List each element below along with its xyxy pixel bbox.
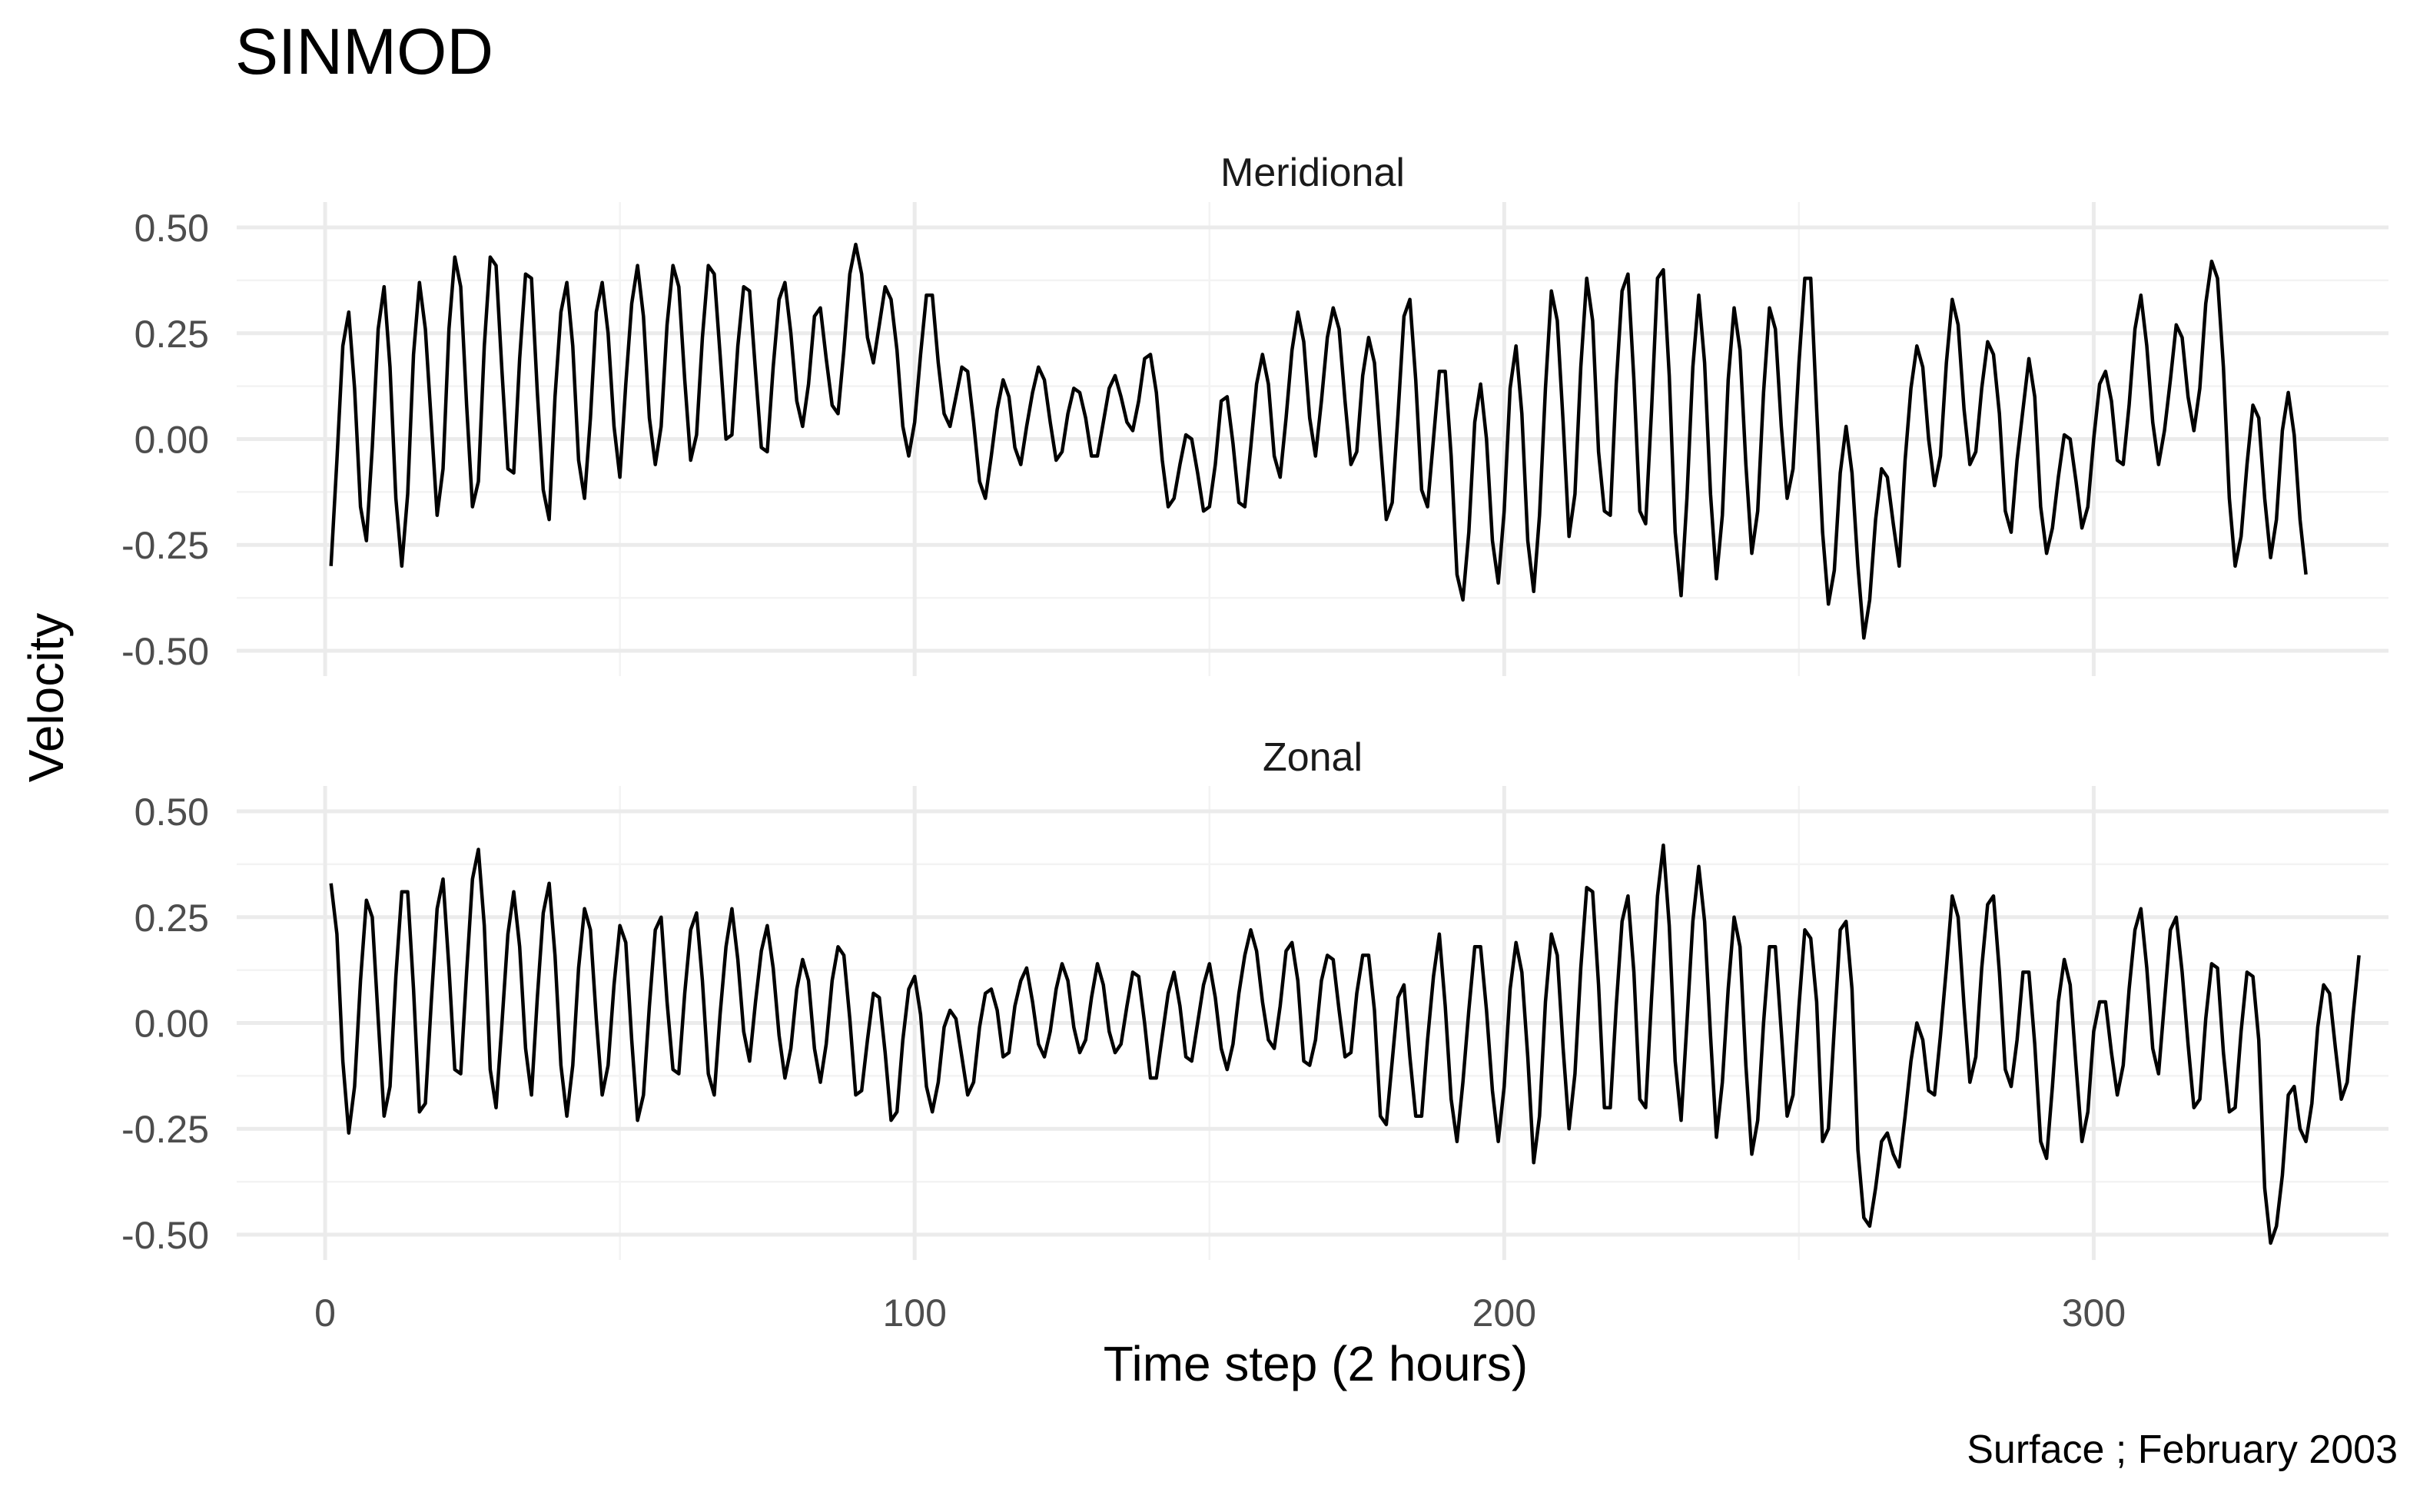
facet-strip-label: Zonal bbox=[1263, 735, 1363, 780]
y-tick-label: 0.00 bbox=[134, 419, 209, 462]
y-tick-label: 0.50 bbox=[134, 791, 209, 834]
y-tick-label: 0.50 bbox=[134, 207, 209, 250]
y-tick-label: -0.50 bbox=[121, 630, 209, 673]
x-tick-label: 100 bbox=[882, 1292, 946, 1335]
y-tick-label: -0.25 bbox=[121, 524, 209, 567]
y-tick-label: 0.25 bbox=[134, 313, 209, 356]
facet-panel-meridional: -0.50 -0.25 0.00 0.25 0.50 Meridional bbox=[121, 151, 2388, 676]
x-tick-label: 300 bbox=[2062, 1292, 2126, 1335]
x-axis-ticks: 0 100 200 300 bbox=[314, 1292, 2126, 1335]
x-tick-label: 200 bbox=[1472, 1292, 1536, 1335]
y-axis-label: Velocity bbox=[18, 613, 74, 783]
y-tick-label: -0.50 bbox=[121, 1214, 209, 1257]
y-tick-label: 0.25 bbox=[134, 897, 209, 940]
chart-caption: Surface ; February 2003 bbox=[1967, 1427, 2398, 1472]
chart-title: SINMOD bbox=[235, 15, 493, 88]
y-tick-label: 0.00 bbox=[134, 1003, 209, 1046]
series-line-zonal bbox=[329, 843, 2361, 1245]
series-line-meridional bbox=[329, 242, 2308, 640]
facet-strip-label: Meridional bbox=[1220, 151, 1405, 195]
facet-panel-zonal: -0.50 -0.25 0.00 0.25 0.50 Zonal bbox=[121, 735, 2388, 1260]
facet-panels: -0.50-0.250.000.250.50Meridional-0.50-0.… bbox=[121, 151, 2388, 1335]
x-axis-label: Time step (2 hours) bbox=[1104, 1336, 1528, 1391]
x-tick-label: 0 bbox=[314, 1292, 336, 1335]
y-tick-label: -0.25 bbox=[121, 1108, 209, 1151]
